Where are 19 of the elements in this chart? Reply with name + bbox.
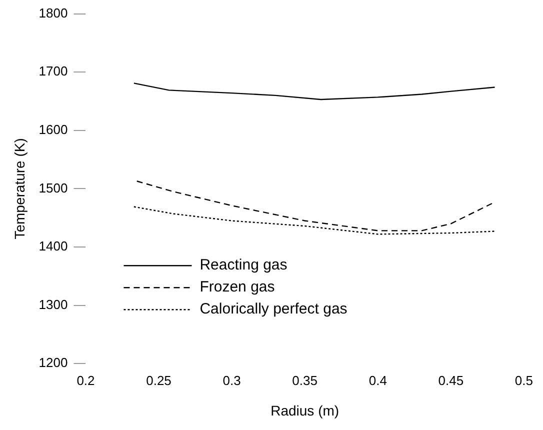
legend-label: Calorically perfect gas <box>200 300 348 318</box>
y-tick-label: 1300 <box>38 296 68 312</box>
x-tick-label: 0.2 <box>76 372 95 388</box>
x-tick-label: 0.5 <box>514 372 534 388</box>
y-tick-label: 1700 <box>38 64 68 79</box>
y-axis-title: Temperature (K) <box>11 138 28 240</box>
y-tick-label: 1400 <box>38 238 68 254</box>
x-tick-label: 0.25 <box>146 372 172 388</box>
y-tick-label: 1600 <box>38 122 68 137</box>
x-axis-title: Radius (m) <box>270 402 340 418</box>
y-tick-label: 1500 <box>38 180 68 196</box>
y-tick-label: 1200 <box>38 355 68 370</box>
x-tick-label: 0.4 <box>368 372 387 388</box>
x-tick-label: 0.35 <box>292 372 318 388</box>
y-tick-label: 1800 <box>38 5 68 20</box>
x-tick-label: 0.45 <box>438 372 464 388</box>
x-tick-label: 0.3 <box>222 372 241 388</box>
legend-label: Frozen gas <box>200 278 275 296</box>
legend-label: Reacting gas <box>200 256 288 274</box>
